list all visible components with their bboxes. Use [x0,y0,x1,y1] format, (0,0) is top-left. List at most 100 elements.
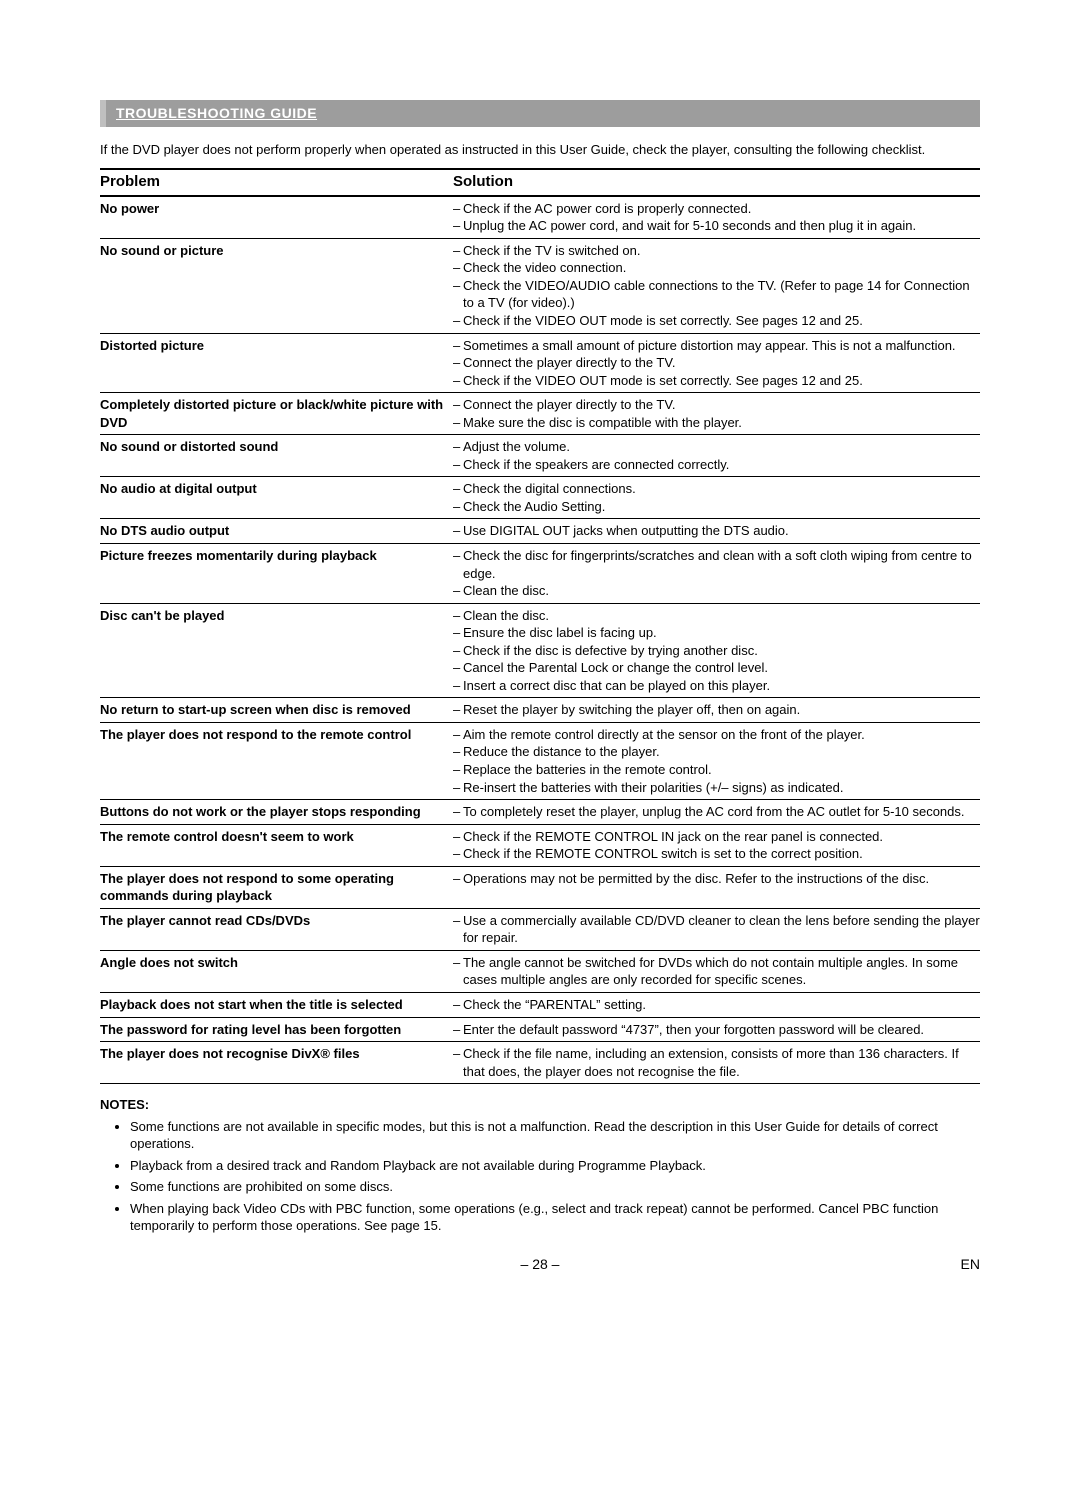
page-number: – 28 – [521,1256,560,1272]
table-row: No sound or picture–Check if the TV is s… [100,239,980,334]
dash-icon: – [453,677,463,695]
solution-text: Check the VIDEO/AUDIO cable connections … [463,277,980,312]
table-row: Completely distorted picture or black/wh… [100,393,980,435]
dash-icon: – [453,803,463,821]
solution-line: –Re-insert the batteries with their pola… [453,779,980,797]
dash-icon: – [453,354,463,372]
solution-text: Reset the player by switching the player… [463,701,980,719]
lang-code: EN [961,1255,980,1274]
solution-text: Check if the VIDEO OUT mode is set corre… [463,312,980,330]
solution-text: Check if the disc is defective by trying… [463,642,980,660]
table-row: Picture freezes momentarily during playb… [100,544,980,604]
dash-icon: – [453,312,463,330]
table-row: The player does not respond to the remot… [100,723,980,800]
dash-icon: – [453,779,463,797]
table-row: The player cannot read CDs/DVDs–Use a co… [100,909,980,951]
dash-icon: – [453,659,463,677]
dash-icon: – [453,954,463,989]
solution-text: Replace the batteries in the remote cont… [463,761,980,779]
solution-line: –Check the digital connections. [453,480,980,498]
solution-text: Clean the disc. [463,607,980,625]
solution-line: –Insert a correct disc that can be playe… [453,677,980,695]
solution-text: Use DIGITAL OUT jacks when outputting th… [463,522,980,540]
table-row: No audio at digital output–Check the dig… [100,477,980,519]
table-row: No sound or distorted sound–Adjust the v… [100,435,980,477]
th-problem: Problem [100,172,453,192]
dash-icon: – [453,372,463,390]
solution-line: –Check if the VIDEO OUT mode is set corr… [453,372,980,390]
dash-icon: – [453,414,463,432]
dash-icon: – [453,828,463,846]
solution-line: –Replace the batteries in the remote con… [453,761,980,779]
problem-cell: Completely distorted picture or black/wh… [100,396,453,431]
solution-line: –Connect the player directly to the TV. [453,396,980,414]
solution-cell: –Check if the TV is switched on.–Check t… [453,242,980,330]
solution-cell: –Aim the remote control directly at the … [453,726,980,796]
problem-cell: No sound or distorted sound [100,438,453,473]
solution-text: Check the Audio Setting. [463,498,980,516]
solution-cell: –Clean the disc.–Ensure the disc label i… [453,607,980,695]
solution-text: Clean the disc. [463,582,980,600]
table-row: Disc can't be played–Clean the disc.–Ens… [100,604,980,699]
dash-icon: – [453,1021,463,1039]
th-solution: Solution [453,172,980,192]
dash-icon: – [453,547,463,582]
solution-text: Cancel the Parental Lock or change the c… [463,659,980,677]
solution-text: Reduce the distance to the player. [463,743,980,761]
page: TROUBLESHOOTING GUIDE If the DVD player … [0,0,1080,1314]
problem-cell: Buttons do not work or the player stops … [100,803,453,821]
solution-text: Check if the TV is switched on. [463,242,980,260]
dash-icon: – [453,761,463,779]
dash-icon: – [453,242,463,260]
solution-line: –Clean the disc. [453,607,980,625]
solution-line: –Adjust the volume. [453,438,980,456]
solution-line: –Check if the speakers are connected cor… [453,456,980,474]
dash-icon: – [453,912,463,947]
solution-line: –Check the Audio Setting. [453,498,980,516]
solution-cell: –The angle cannot be switched for DVDs w… [453,954,980,989]
solution-text: Make sure the disc is compatible with th… [463,414,980,432]
dash-icon: – [453,1045,463,1080]
problem-cell: No sound or picture [100,242,453,330]
solution-line: –Use DIGITAL OUT jacks when outputting t… [453,522,980,540]
table-row: No DTS audio output–Use DIGITAL OUT jack… [100,519,980,544]
dash-icon: – [453,607,463,625]
solution-cell: –Use DIGITAL OUT jacks when outputting t… [453,522,980,540]
solution-text: To completely reset the player, unplug t… [463,803,980,821]
problem-cell: The password for rating level has been f… [100,1021,453,1039]
solution-text: Sometimes a small amount of picture dist… [463,337,980,355]
solution-line: –Clean the disc. [453,582,980,600]
table-row: The password for rating level has been f… [100,1018,980,1043]
dash-icon: – [453,726,463,744]
solution-line: –Check if the disc is defective by tryin… [453,642,980,660]
solution-text: Check if the speakers are connected corr… [463,456,980,474]
table-row: Buttons do not work or the player stops … [100,800,980,825]
dash-icon: – [453,845,463,863]
problem-cell: No return to start-up screen when disc i… [100,701,453,719]
note-item: Some functions are not available in spec… [130,1118,980,1153]
solution-line: –Use a commercially available CD/DVD cle… [453,912,980,947]
solution-line: –Ensure the disc label is facing up. [453,624,980,642]
solution-cell: –Operations may not be permitted by the … [453,870,980,905]
solution-cell: –Check the disc for fingerprints/scratch… [453,547,980,600]
solution-text: Aim the remote control directly at the s… [463,726,980,744]
solution-cell: –Check the “PARENTAL” setting. [453,996,980,1014]
solution-text: The angle cannot be switched for DVDs wh… [463,954,980,989]
dash-icon: – [453,624,463,642]
section-title: TROUBLESHOOTING GUIDE [116,105,317,121]
notes-heading: NOTES: [100,1096,980,1114]
problem-cell: Angle does not switch [100,954,453,989]
dash-icon: – [453,337,463,355]
dash-icon: – [453,396,463,414]
dash-icon: – [453,743,463,761]
problem-cell: No power [100,200,453,235]
problem-cell: Playback does not start when the title i… [100,996,453,1014]
page-footer: – 28 – EN [100,1255,980,1274]
table-header-row: Problem Solution [100,170,980,196]
solution-cell: –To completely reset the player, unplug … [453,803,980,821]
solution-line: –The angle cannot be switched for DVDs w… [453,954,980,989]
solution-line: –Sometimes a small amount of picture dis… [453,337,980,355]
table-row: Playback does not start when the title i… [100,993,980,1018]
problem-cell: The player does not recognise DivX® file… [100,1045,453,1080]
solution-line: –Check if the VIDEO OUT mode is set corr… [453,312,980,330]
